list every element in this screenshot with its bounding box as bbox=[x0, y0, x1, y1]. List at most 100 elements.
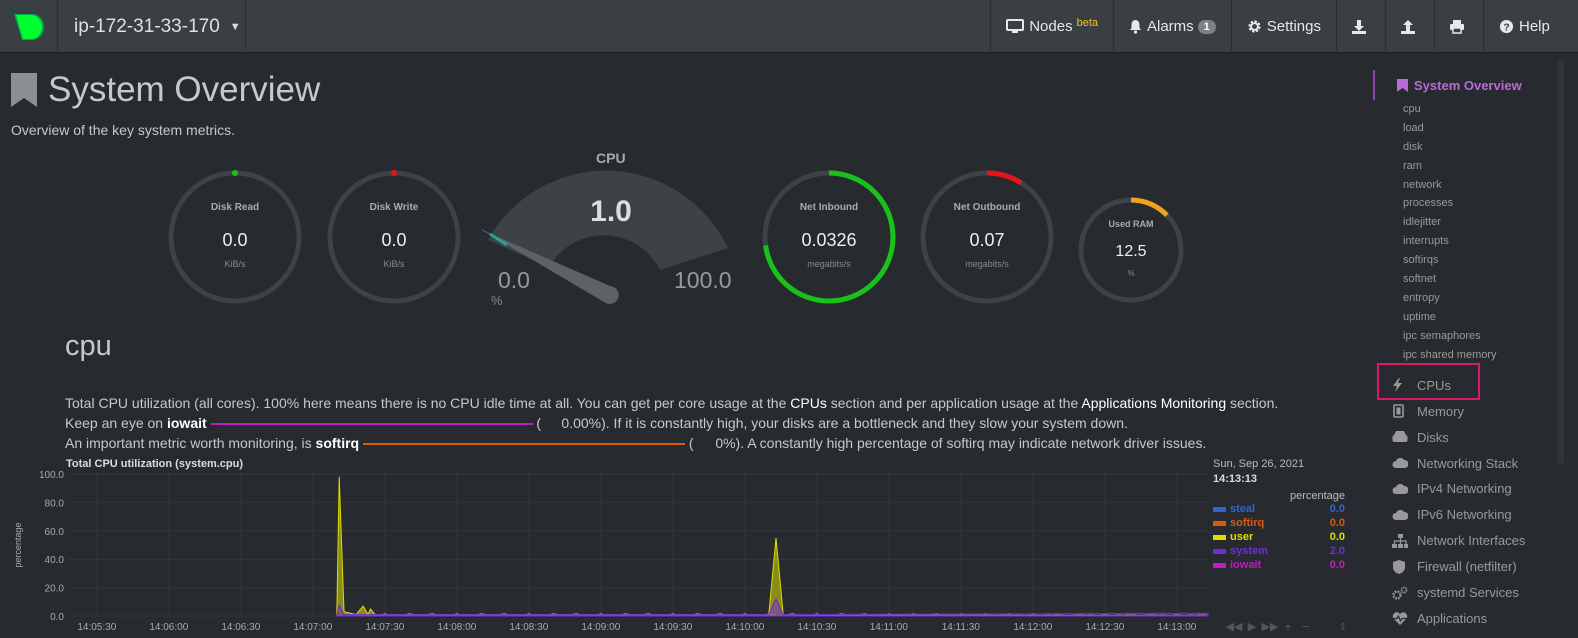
chart-resize-handle[interactable]: ⇕ bbox=[1339, 622, 1347, 633]
sidebar-subitem-processes[interactable]: processes bbox=[1403, 197, 1454, 210]
legend-row-iowait[interactable]: iowait 0.0 bbox=[1213, 558, 1345, 572]
sidebar-subitem-cpu[interactable]: cpu bbox=[1403, 103, 1421, 115]
legend-series-value: 0.0 bbox=[1329, 559, 1345, 571]
chart-control-button[interactable]: ▶▶ bbox=[1262, 620, 1279, 633]
cpu-gauge-value: 1.0 bbox=[590, 195, 632, 228]
sidebar-item-disks[interactable]: Disks bbox=[1373, 424, 1563, 450]
legend-row-user[interactable]: user 0.0 bbox=[1213, 530, 1345, 544]
settings-button[interactable]: Settings bbox=[1230, 0, 1336, 53]
sidebar-subitem-ram[interactable]: ram bbox=[1403, 159, 1422, 172]
used-ram-gauge-ring bbox=[1078, 197, 1184, 303]
hostname-dropdown[interactable]: ip-172-31-33-170 ▼ bbox=[59, 0, 246, 53]
legend-row-softirq[interactable]: softirq 0.0 bbox=[1213, 516, 1345, 530]
question-circle-icon: ? bbox=[1499, 19, 1514, 33]
disk-write-gauge-ring bbox=[327, 170, 461, 304]
sidebar-item-ipv6-networking[interactable]: IPv6 Networking bbox=[1373, 502, 1563, 528]
disk-read-gauge[interactable]: Disk Read 0.0 KiB/s bbox=[165, 167, 305, 307]
legend-swatch bbox=[1213, 562, 1226, 568]
sidebar-item-memory[interactable]: Memory bbox=[1373, 398, 1563, 424]
x-tick-label: 14:06:30 bbox=[221, 622, 260, 633]
cpu-utilization-chart[interactable]: percentage 100.0 80.0 60.0 40.0 20.0 0.0 14:05:… bbox=[0, 466, 1360, 636]
sidebar-item-applications[interactable]: Applications bbox=[1373, 605, 1563, 631]
cpu-description-line1: Total CPU utilization (all cores). 100% … bbox=[65, 395, 1315, 411]
nodes-button[interactable]: Nodes beta bbox=[990, 0, 1113, 53]
x-tick-label: 14:06:00 bbox=[149, 622, 188, 633]
sidebar-item-label: systemd Services bbox=[1417, 585, 1519, 601]
net-outbound-gauge[interactable]: Net Outbound 0.07 megabits/s bbox=[917, 167, 1057, 307]
page-title-text: System Overview bbox=[48, 70, 321, 109]
svg-text:?: ? bbox=[1503, 22, 1509, 33]
memory-icon bbox=[1391, 404, 1409, 419]
sidebar-subitem-ipc-shared-memory[interactable]: ipc shared memory bbox=[1403, 348, 1497, 361]
chart-control-button[interactable]: + bbox=[1283, 620, 1292, 633]
desc-text: section. bbox=[1226, 395, 1279, 411]
cpus-link[interactable]: CPUs bbox=[790, 395, 827, 411]
sidebar-subitem-ipc-semaphores[interactable]: ipc semaphores bbox=[1403, 329, 1481, 342]
chart-control-button[interactable]: − bbox=[1301, 620, 1310, 633]
used-ram-gauge[interactable]: Used RAM 12.5 % bbox=[1075, 194, 1187, 306]
print-button[interactable] bbox=[1434, 0, 1483, 53]
disk-read-gauge-ring bbox=[168, 170, 302, 304]
alarms-count-badge: 1 bbox=[1197, 19, 1216, 34]
legend-row-steal[interactable]: steal 0.0 bbox=[1213, 502, 1345, 516]
y-tick-label: 0.0 bbox=[50, 612, 64, 623]
y-tick-label: 80.0 bbox=[45, 498, 65, 509]
alarms-button[interactable]: Alarms 1 bbox=[1113, 0, 1231, 53]
help-button[interactable]: ? Help bbox=[1483, 0, 1578, 53]
legend-series-name: softirq bbox=[1230, 517, 1265, 529]
x-tick-label: 14:09:30 bbox=[653, 622, 692, 633]
sidebar-subitem-uptime[interactable]: uptime bbox=[1403, 310, 1437, 323]
net-inbound-value: 0.0326 bbox=[801, 230, 857, 250]
hostname-label: ip-172-31-33-170 bbox=[74, 15, 220, 37]
x-tick-label: 14:08:30 bbox=[509, 622, 548, 633]
sidebar-item-ipv4-networking[interactable]: IPv4 Networking bbox=[1373, 476, 1563, 502]
download-icon bbox=[1351, 19, 1366, 34]
sidebar-subitem-softnet[interactable]: softnet bbox=[1403, 273, 1437, 286]
netdata-logo[interactable] bbox=[0, 0, 58, 53]
upload-button[interactable] bbox=[1385, 0, 1434, 53]
net-inbound-gauge[interactable]: Net Inbound 0.0326 megabits/s bbox=[759, 167, 899, 307]
sidebar-item-network-interfaces[interactable]: Network Interfaces bbox=[1373, 528, 1563, 554]
cpu-gauge-needle bbox=[482, 230, 619, 304]
y-tick-label: 60.0 bbox=[45, 527, 65, 538]
sidebar-subitem-entropy[interactable]: entropy bbox=[1403, 291, 1440, 304]
legend-series-name: user bbox=[1230, 531, 1254, 543]
desc-text: ). If it is constantly high, your disks … bbox=[601, 415, 1128, 431]
applications-monitoring-link[interactable]: Applications Monitoring bbox=[1081, 395, 1227, 411]
sidebar-scrollbar[interactable] bbox=[1558, 60, 1564, 465]
chart-control-button[interactable]: ◀◀ bbox=[1226, 620, 1243, 633]
cloud-icon bbox=[1391, 456, 1409, 470]
desc-text: section and per application usage at the bbox=[826, 395, 1082, 411]
sidebar-item-label: Networking Stack bbox=[1417, 455, 1519, 471]
sidebar-item-cpus[interactable]: CPUs bbox=[1373, 372, 1563, 398]
sidebar-subitem-load[interactable]: load bbox=[1403, 121, 1424, 134]
page-title: System Overview bbox=[10, 70, 320, 110]
sidebar-item-system-overview[interactable]: System Overview bbox=[1373, 70, 1563, 100]
legend-swatch bbox=[1213, 520, 1226, 526]
disk-write-gauge[interactable]: Disk Write 0.0 KiB/s bbox=[324, 167, 464, 307]
used-ram-title: Used RAM bbox=[1108, 219, 1154, 229]
cpu-gauge[interactable] bbox=[482, 160, 742, 310]
net-outbound-title: Net Outbound bbox=[953, 202, 1021, 213]
desc-text: ( bbox=[684, 435, 694, 451]
x-tick-label: 14:12:30 bbox=[1085, 622, 1124, 633]
sidebar-subitem-disk[interactable]: disk bbox=[1403, 140, 1423, 153]
x-tick-label: 14:12:00 bbox=[1013, 622, 1052, 633]
sidebar-subitem-idlejitter[interactable]: idlejitter bbox=[1403, 216, 1441, 229]
legend-row-system[interactable]: system 2.0 bbox=[1213, 544, 1345, 558]
download-button[interactable] bbox=[1336, 0, 1385, 53]
sidebar-item-systemd-services[interactable]: systemd Services bbox=[1373, 580, 1563, 606]
sidebar-item-label: Memory bbox=[1417, 403, 1464, 419]
y-tick-label: 20.0 bbox=[45, 584, 65, 595]
desc-text: ). A constantly high percentage of softi… bbox=[735, 435, 1207, 451]
sidebar-item-firewall-netfilter[interactable]: Firewall (netfilter) bbox=[1373, 554, 1563, 580]
sidebar-subitem-softirqs[interactable]: softirqs bbox=[1403, 254, 1439, 267]
help-label: Help bbox=[1519, 18, 1550, 35]
cloud-icon bbox=[1391, 482, 1409, 496]
upload-icon bbox=[1400, 19, 1415, 34]
sidebar-item-networking-stack[interactable]: Networking Stack bbox=[1373, 450, 1563, 476]
chart-control-button[interactable]: ▶ bbox=[1248, 620, 1257, 633]
sidebar-subitem-interrupts[interactable]: interrupts bbox=[1403, 235, 1449, 248]
sidebar-subitem-network[interactable]: network bbox=[1403, 178, 1442, 191]
sidebar-nav: System Overview cpu load disk ram network pro… bbox=[1373, 70, 1563, 631]
